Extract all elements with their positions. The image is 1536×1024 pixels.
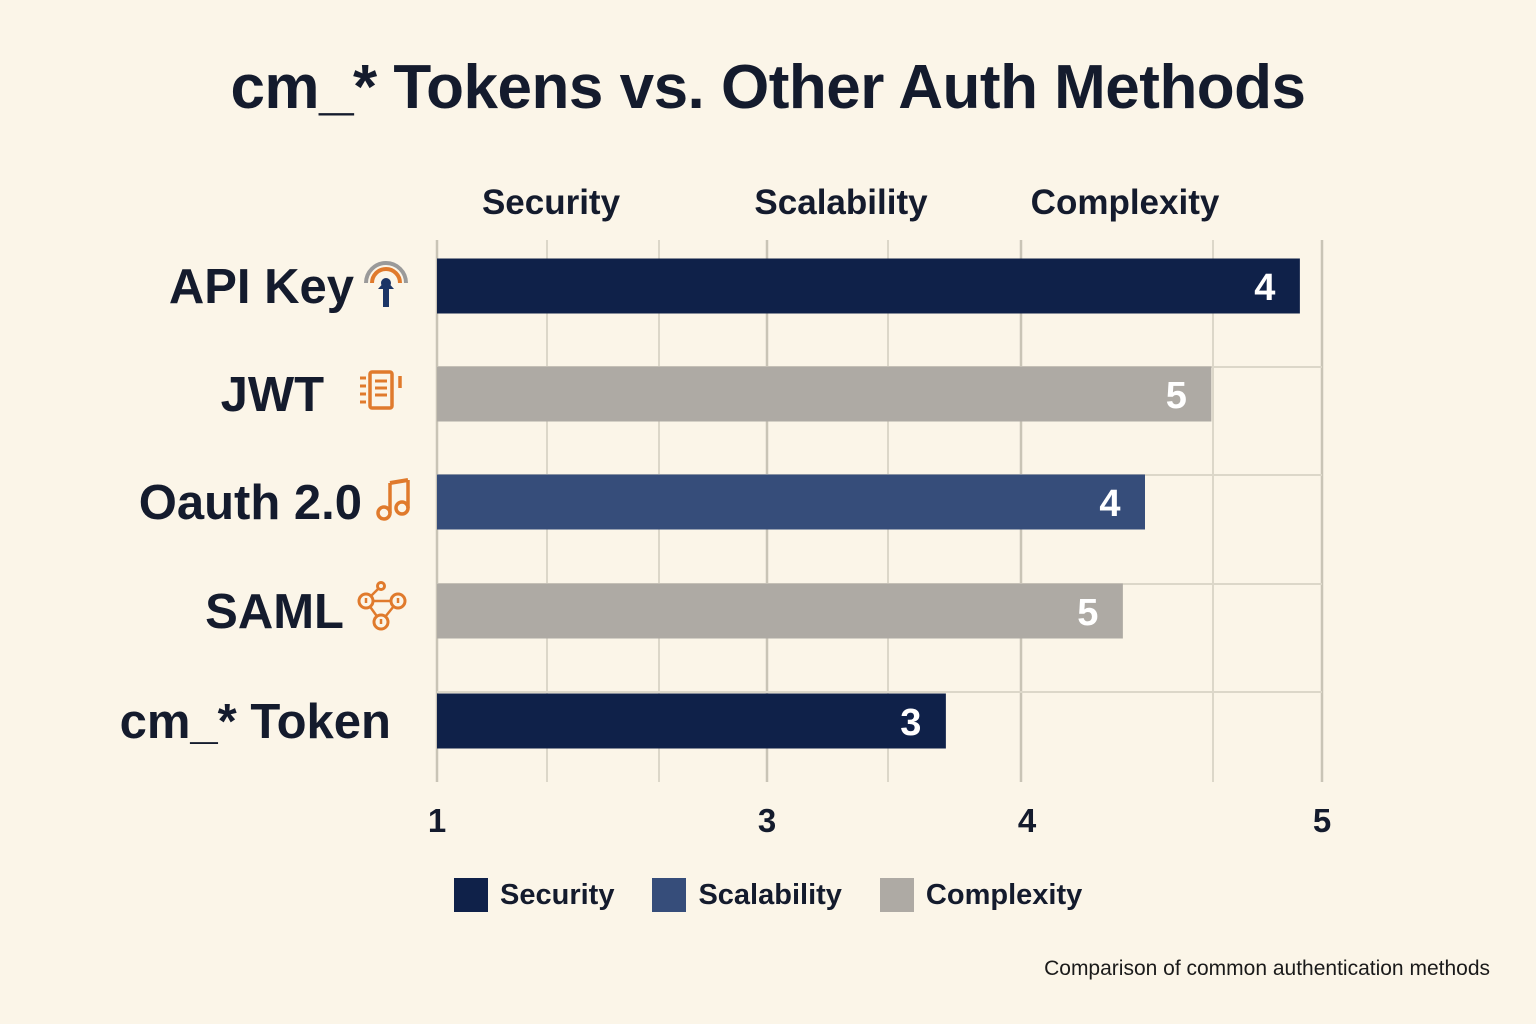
column-header: Security <box>482 183 621 222</box>
legend-item: Security <box>454 878 614 912</box>
bar <box>437 474 1145 530</box>
bar-value-label: 4 <box>1254 267 1275 309</box>
bar-group: 4 <box>437 258 1300 314</box>
bar-group: 5 <box>437 583 1123 639</box>
bar-group: 5 <box>437 366 1212 422</box>
legend-label: Complexity <box>925 878 1083 911</box>
bar-group: 4 <box>437 474 1145 530</box>
bar-group: 3 <box>437 693 946 749</box>
broadcast-person-icon <box>364 261 408 307</box>
legend: Security Scalability Complexity <box>454 878 1120 912</box>
x-tick-label: 1 <box>428 802 446 839</box>
category-label: cm_* Token <box>120 695 391 749</box>
column-header: Complexity <box>1031 183 1220 222</box>
chart-title: cm_* Tokens vs. Other Auth Methods <box>230 53 1306 122</box>
bar-value-label: 4 <box>1099 483 1120 525</box>
category-label: Oauth 2.0 <box>139 476 362 530</box>
legend-label: Scalability <box>698 878 842 911</box>
legend-item: Scalability <box>652 878 842 912</box>
bar-value-label: 3 <box>900 702 921 744</box>
category-label: JWT <box>221 368 325 422</box>
x-tick-label: 5 <box>1313 802 1331 839</box>
column-header: Scalability <box>754 183 928 222</box>
x-tick-label: 3 <box>758 802 776 839</box>
music-note-icon <box>376 478 410 521</box>
bar <box>437 258 1300 314</box>
legend-swatch <box>879 878 914 912</box>
document-icon <box>360 370 402 410</box>
legend-label: Security <box>500 878 615 911</box>
legend-swatch <box>454 878 488 912</box>
bar-value-label: 5 <box>1077 592 1098 634</box>
network-nodes-icon <box>357 581 407 631</box>
bar <box>437 366 1212 422</box>
category-label: API Key <box>169 260 354 314</box>
chart-caption: Comparison of common authentication meth… <box>1044 957 1490 980</box>
legend-swatch <box>652 878 687 912</box>
category-label: SAML <box>205 585 344 639</box>
bar <box>437 583 1123 639</box>
legend-item: Complexity <box>879 878 1083 912</box>
x-tick-label: 4 <box>1018 802 1037 839</box>
bar-value-label: 5 <box>1166 375 1187 417</box>
bar <box>437 693 946 749</box>
